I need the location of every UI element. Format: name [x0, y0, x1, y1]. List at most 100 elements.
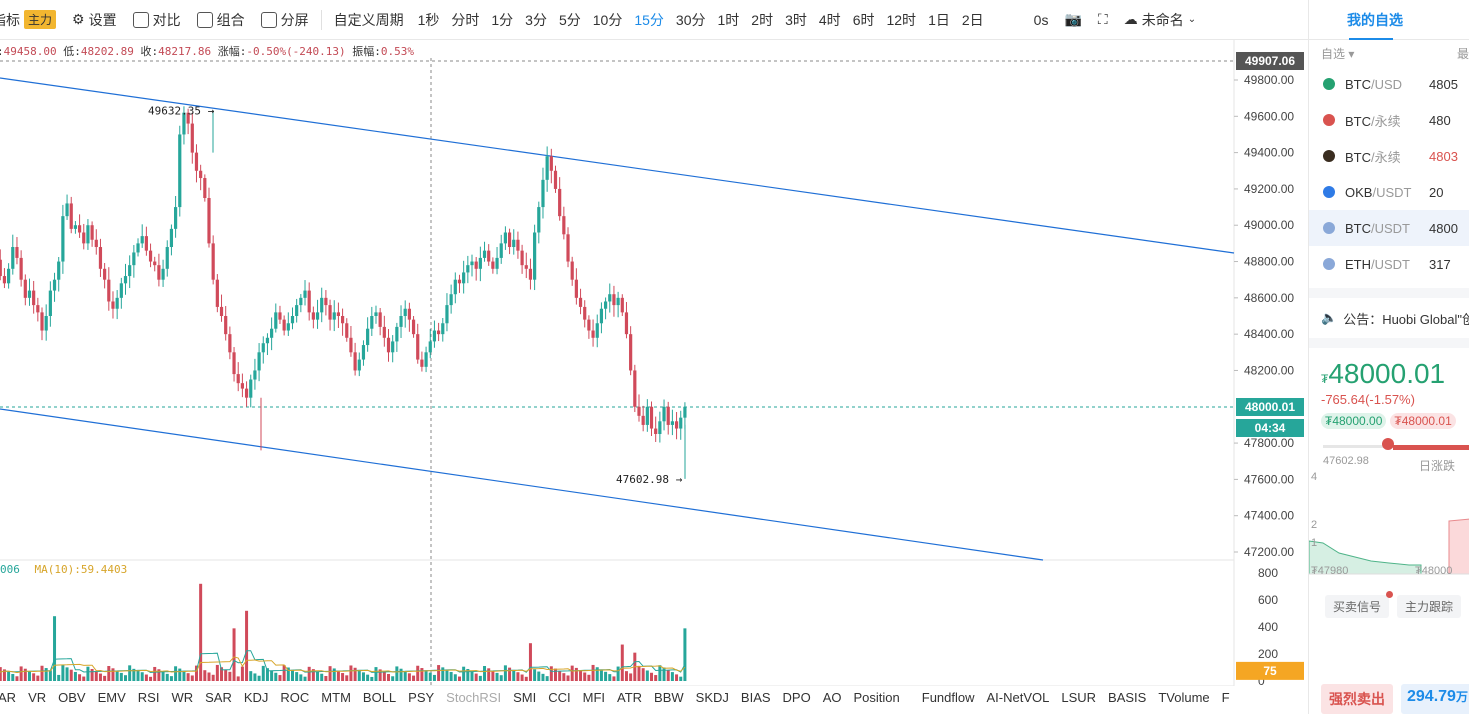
indicator-26[interactable]: BASIS: [1108, 689, 1147, 705]
indicator-21[interactable]: AO: [822, 689, 842, 705]
watchlist-row[interactable]: ETH/USDT 317: [1309, 246, 1469, 282]
period-2[interactable]: 1分: [491, 11, 514, 28]
candle-body: [186, 112, 190, 124]
volume-bar: [387, 673, 391, 681]
indicator-0[interactable]: AR: [0, 689, 17, 705]
indicator-9[interactable]: MTM: [321, 689, 351, 705]
depth-right-price: ₮48000: [1415, 565, 1453, 577]
split-button[interactable]: 分屏: [253, 0, 317, 40]
indicator-5[interactable]: WR: [171, 689, 194, 705]
period-0[interactable]: 1秒: [417, 11, 440, 28]
symbol-price: 317: [1429, 256, 1451, 272]
candle-body: [15, 247, 19, 258]
indicator-23[interactable]: Fundflow: [921, 689, 975, 705]
volume-bar: [65, 667, 69, 681]
indicator-20[interactable]: DPO: [782, 689, 811, 705]
volume-bar: [478, 675, 482, 681]
indicator-11[interactable]: PSY: [408, 689, 435, 705]
indicator-25[interactable]: LSUR: [1061, 689, 1097, 705]
period-14[interactable]: 1日: [928, 11, 950, 28]
watchlist-row[interactable]: BTC/USD 4805: [1309, 66, 1469, 102]
indicator-27[interactable]: TVolume: [1158, 689, 1210, 705]
indicator-6[interactable]: SAR: [205, 689, 232, 705]
indicator-15[interactable]: MFI: [582, 689, 605, 705]
sort-latest[interactable]: 最: [1456, 46, 1469, 61]
indicator-12[interactable]: StochRSI: [446, 689, 502, 705]
volume-bar: [449, 671, 453, 681]
candle-body: [499, 243, 503, 258]
indicator-24[interactable]: AI-NetVOL: [986, 689, 1050, 705]
tab-my-watchlist[interactable]: 我的自选: [1309, 0, 1469, 40]
period-6[interactable]: 15分: [634, 11, 664, 28]
track-button[interactable]: 主力跟踪: [1397, 595, 1462, 618]
volume-bar: [36, 675, 40, 681]
indicator-18[interactable]: SKDJ: [695, 689, 729, 705]
candle-body: [666, 406, 670, 425]
period-8[interactable]: 1时: [717, 11, 740, 28]
period-12[interactable]: 6时: [852, 11, 875, 28]
combo-button[interactable]: 组合: [189, 0, 253, 40]
coin-icon: [1323, 258, 1335, 270]
candle-body: [420, 359, 424, 367]
period-11[interactable]: 4时: [818, 11, 841, 28]
indicator-menu[interactable]: 指标 主力: [0, 0, 64, 40]
candle-body: [566, 234, 570, 262]
indicator-8[interactable]: ROC: [280, 689, 310, 705]
volume-bar: [670, 672, 674, 681]
volume-bar: [132, 668, 136, 681]
volume-bar: [666, 669, 670, 681]
watchlist-row[interactable]: OKB/USDT 20: [1309, 174, 1469, 210]
candle-body: [86, 225, 90, 244]
price-tick-label: 47400.00: [1244, 509, 1294, 523]
price-tick-label: 47800.00: [1244, 436, 1294, 450]
watchlist-row[interactable]: BTC/永续 480: [1309, 102, 1469, 138]
volume-bar: [516, 672, 520, 681]
indicator-4[interactable]: RSI: [137, 689, 160, 705]
period-13[interactable]: 12时: [886, 11, 917, 28]
screenshot-button[interactable]: 📷: [1056, 0, 1089, 40]
watchlist-row[interactable]: BTC/USDT 4800: [1309, 210, 1469, 246]
indicator-14[interactable]: CCI: [548, 689, 571, 705]
candle-body: [587, 319, 591, 331]
tool-buttons: 买卖信号 主力跟踪: [1309, 589, 1469, 618]
signal-button[interactable]: 买卖信号: [1325, 591, 1394, 618]
notice-bar[interactable]: 🔈 公告：Huobi Global"创: [1309, 298, 1469, 338]
indicator-28[interactable]: FTBS: [1221, 689, 1230, 705]
period-1[interactable]: 分时: [451, 11, 480, 28]
indicator-22[interactable]: Position: [853, 689, 900, 705]
indicator-2[interactable]: OBV: [58, 689, 86, 705]
toolbar-divider: [320, 9, 322, 30]
period-5[interactable]: 10分: [592, 11, 623, 28]
custom-period-button[interactable]: 自定义周期: [326, 0, 412, 40]
watchlist-row[interactable]: BTC/永续 4803: [1309, 138, 1469, 174]
period-15[interactable]: 2日: [961, 11, 984, 28]
volume-bar: [69, 669, 73, 681]
indicator-13[interactable]: SMI: [513, 689, 537, 705]
high-annotation: 49632.35 →: [148, 104, 215, 117]
period-3[interactable]: 3分: [525, 11, 547, 28]
candle-body: [19, 257, 23, 280]
indicator-10[interactable]: BOLL: [362, 689, 397, 705]
chart-canvas[interactable]: 49800.00 49600.00 49400.00 49200.00 49000.00…: [0, 40, 1308, 686]
indicator-19[interactable]: BIAS: [740, 689, 771, 705]
fullscreen-button[interactable]: ⛶: [1090, 0, 1116, 40]
cloud-save-button[interactable]: ☁ 未命名 ⌄: [1116, 0, 1204, 40]
period-9[interactable]: 2时: [751, 11, 774, 28]
volume-bar: [491, 670, 495, 681]
indicator-1[interactable]: VR: [28, 689, 47, 705]
period-7[interactable]: 30分: [675, 11, 706, 28]
indicator-3[interactable]: EMV: [97, 689, 126, 705]
period-10[interactable]: 3时: [785, 11, 807, 28]
indicator-7[interactable]: KDJ: [243, 689, 269, 705]
kline-chart[interactable]: 49800.00 49600.00 49400.00 49200.00 49000.00…: [0, 40, 1308, 714]
period-4[interactable]: 5分: [558, 11, 581, 28]
settings-button[interactable]: ⚙ 设置: [64, 0, 125, 40]
candle-body: [453, 279, 457, 295]
watchlist-filter[interactable]: 自选 ▾: [1321, 45, 1354, 62]
candle-body: [449, 294, 453, 306]
indicator-17[interactable]: BBW: [654, 689, 684, 705]
compare-button[interactable]: 对比: [125, 0, 189, 40]
candle-body: [470, 261, 474, 266]
indicator-16[interactable]: ATR: [617, 689, 643, 705]
timer-button[interactable]: 0s: [1026, 0, 1057, 40]
